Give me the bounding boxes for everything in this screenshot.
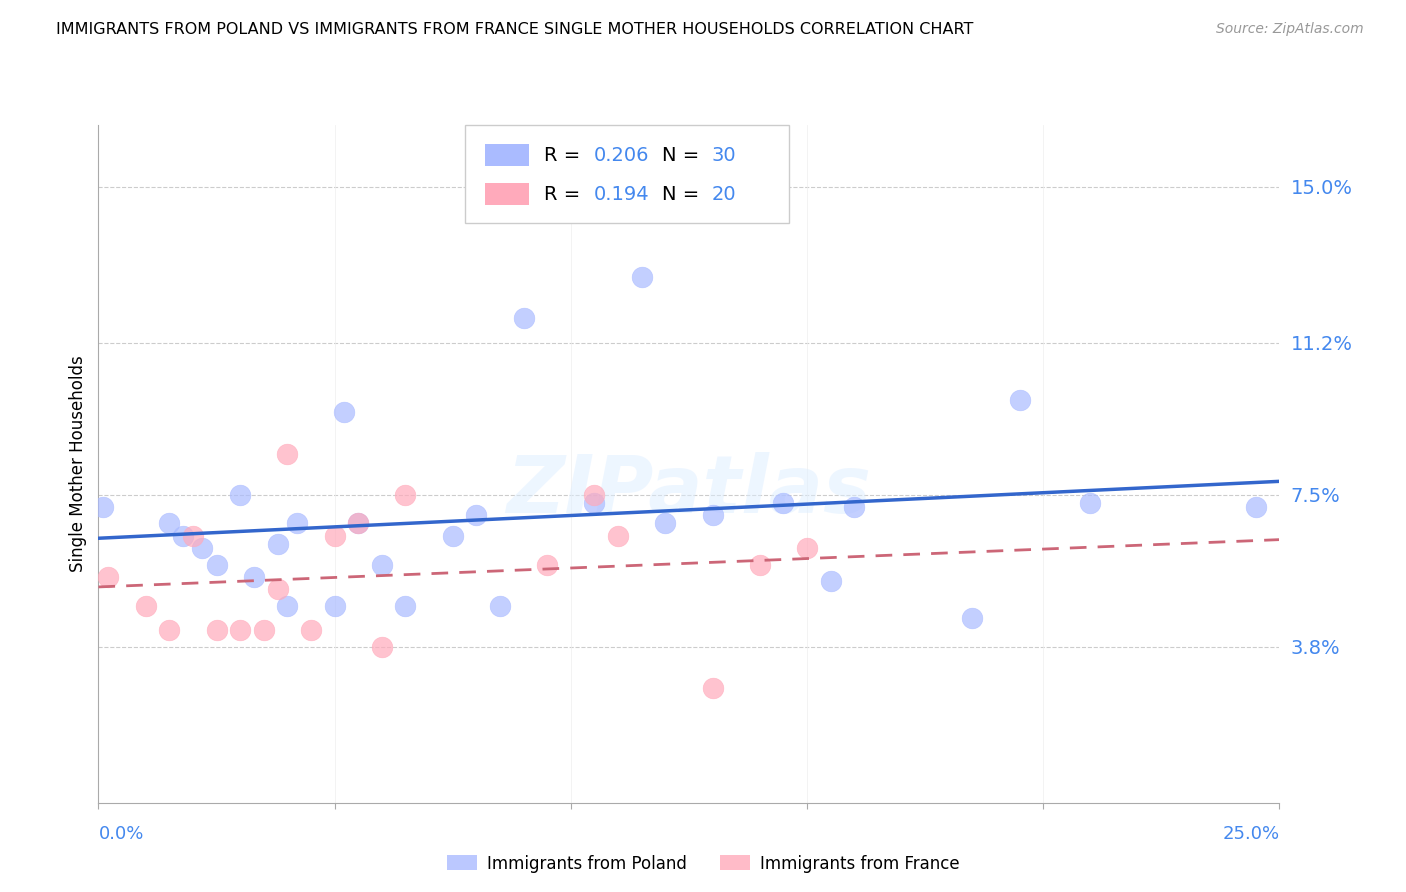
Point [748,558,770,572]
Point [607,529,630,543]
Point [1008,393,1031,408]
Point [157,624,180,638]
Point [371,558,394,572]
Point [333,405,356,419]
Point [630,269,652,284]
Point [702,508,724,523]
Point [465,508,488,523]
Point [229,624,252,638]
Point [394,599,416,613]
Point [172,529,194,543]
Point [772,496,794,510]
Text: R =: R = [544,185,592,203]
Point [276,446,298,460]
Point [347,516,370,531]
Point [191,541,214,555]
Text: N =: N = [662,185,706,203]
Point [583,496,606,510]
Point [489,599,512,613]
FancyBboxPatch shape [485,183,530,205]
Point [205,558,228,572]
Point [702,681,724,695]
Text: ZIPatlas: ZIPatlas [506,452,872,530]
FancyBboxPatch shape [485,144,530,166]
Text: Source: ZipAtlas.com: Source: ZipAtlas.com [1216,22,1364,37]
Text: N =: N = [662,146,706,165]
Point [243,570,266,584]
Y-axis label: Single Mother Households: Single Mother Households [69,356,87,572]
Point [441,529,464,543]
Point [583,488,606,502]
FancyBboxPatch shape [464,125,789,223]
Point [285,516,308,531]
Text: IMMIGRANTS FROM POLAND VS IMMIGRANTS FROM FRANCE SINGLE MOTHER HOUSEHOLDS CORREL: IMMIGRANTS FROM POLAND VS IMMIGRANTS FRO… [56,22,973,37]
Text: 0.194: 0.194 [593,185,650,203]
Point [323,599,346,613]
Point [229,488,252,502]
Point [820,574,842,588]
Point [181,529,204,543]
Text: 25.0%: 25.0% [1222,825,1279,843]
Text: 0.0%: 0.0% [98,825,143,843]
Point [844,500,866,514]
Point [97,570,120,584]
Text: R =: R = [544,146,586,165]
Point [1244,500,1267,514]
Point [267,582,290,596]
Point [205,624,228,638]
Text: 30: 30 [711,146,735,165]
Point [135,599,157,613]
Point [299,624,322,638]
Point [267,537,290,551]
Point [323,529,346,543]
Point [347,516,370,531]
Point [91,500,114,514]
Point [157,516,180,531]
Legend: Immigrants from Poland, Immigrants from France: Immigrants from Poland, Immigrants from … [440,848,966,880]
Point [276,599,298,613]
Point [371,640,394,654]
Point [253,624,276,638]
Point [1080,496,1102,510]
Point [512,310,534,325]
Point [962,611,984,625]
Point [536,558,558,572]
Point [654,516,676,531]
Text: 20: 20 [711,185,735,203]
Text: 0.206: 0.206 [593,146,648,165]
Point [796,541,818,555]
Point [394,488,416,502]
